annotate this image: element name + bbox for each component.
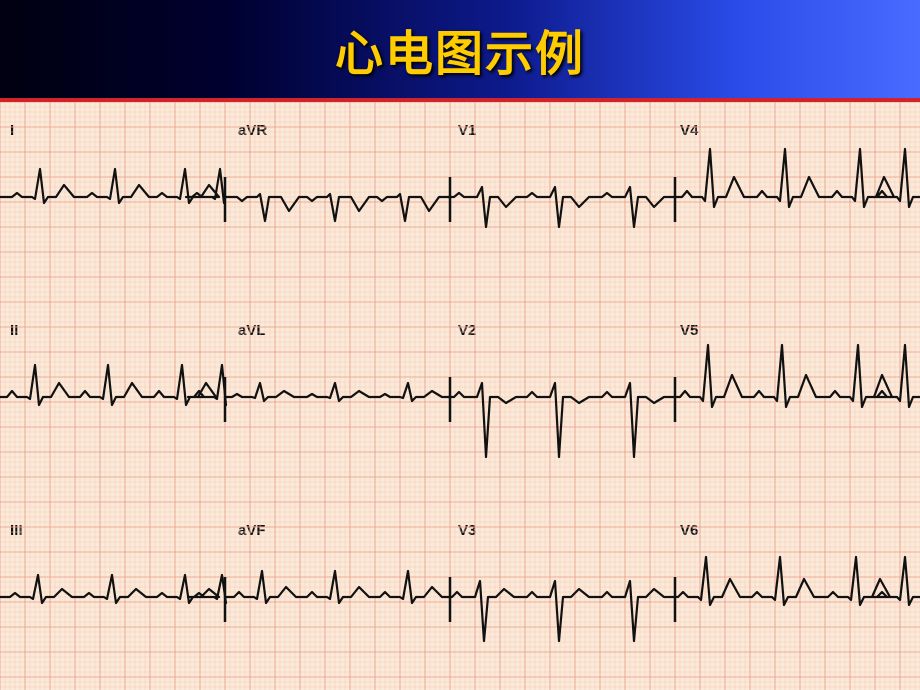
ecg-trace-V5	[674, 345, 920, 407]
ecg-trace-V6	[675, 557, 920, 605]
title-bar: 心电图示例	[0, 0, 920, 102]
ecg-trace-III	[0, 575, 226, 603]
slide-title: 心电图示例	[335, 14, 585, 84]
ecg-svg	[0, 102, 920, 690]
slide: 心电图示例 IaVRV1V4IIaVLV2V5IIIaVFV3V6	[0, 0, 920, 690]
ecg-trace-II	[0, 365, 226, 405]
ecg-trace-V2	[448, 383, 675, 457]
ecg-chart: IaVRV1V4IIaVLV2V5IIIaVFV3V6	[0, 102, 920, 690]
ecg-trace-I	[0, 169, 225, 203]
ecg-trace-V4	[675, 149, 920, 207]
